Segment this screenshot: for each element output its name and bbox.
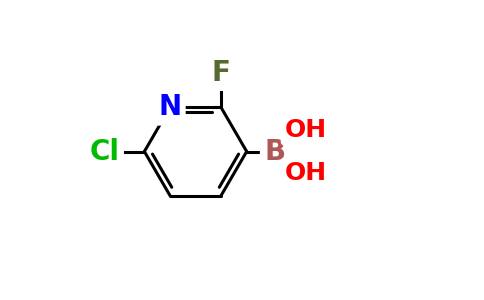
Text: B: B [264,137,285,166]
Text: OH: OH [285,118,327,142]
Text: N: N [158,94,182,122]
Text: OH: OH [285,161,327,185]
Text: F: F [212,59,230,87]
Text: Cl: Cl [90,137,120,166]
